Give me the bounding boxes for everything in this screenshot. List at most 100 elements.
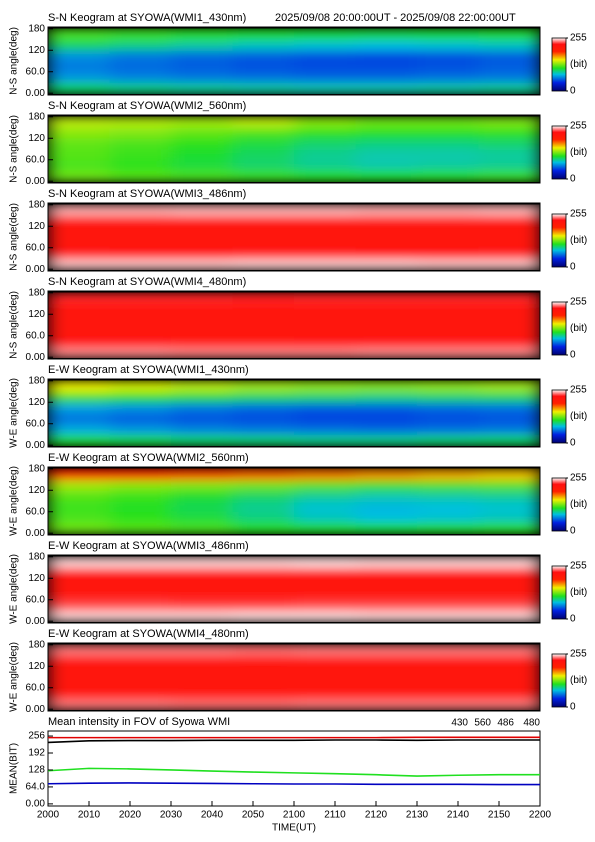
heatmap-cell bbox=[294, 170, 356, 182]
heatmap-cell bbox=[355, 666, 418, 678]
heatmap-cell bbox=[48, 511, 110, 523]
heatmap-cell bbox=[294, 567, 356, 579]
heatmap-cell bbox=[48, 303, 110, 315]
heatmap-cell bbox=[232, 556, 295, 569]
heatmap-cell bbox=[109, 325, 172, 337]
heatmap-cell bbox=[48, 380, 110, 393]
heatmap-cell bbox=[171, 511, 233, 523]
heatmap-cell bbox=[109, 170, 172, 182]
heatmap-cell bbox=[109, 237, 172, 249]
heatmap-cell bbox=[355, 677, 418, 689]
heatmap-cell bbox=[48, 314, 110, 326]
heatmap-cell bbox=[294, 391, 356, 403]
heatmap-cell bbox=[232, 346, 295, 358]
heatmap bbox=[48, 204, 541, 270]
colorbar-tick-label: 0 bbox=[570, 526, 576, 537]
heatmap-cell bbox=[109, 127, 172, 139]
heatmap-cell bbox=[478, 303, 541, 315]
heatmap-cell bbox=[355, 402, 418, 414]
heatmap-cell bbox=[48, 50, 110, 62]
y-tick-label: 0.00 bbox=[26, 799, 46, 810]
heatmap-cell bbox=[417, 578, 479, 590]
heatmap-cell bbox=[171, 71, 233, 83]
colorbar-label: (bit) bbox=[570, 59, 587, 70]
heatmap-cell bbox=[294, 511, 356, 523]
x-tick-label: 2000 bbox=[37, 810, 60, 821]
heatmap-cell bbox=[109, 138, 172, 150]
heatmap-cell bbox=[109, 687, 172, 699]
heatmap-cell bbox=[48, 434, 110, 446]
heatmap-cell bbox=[48, 423, 110, 435]
heatmap-cell bbox=[355, 226, 418, 238]
heatmap-cell bbox=[294, 413, 356, 425]
heatmap-cell bbox=[294, 687, 356, 699]
heatmap-cell bbox=[355, 501, 418, 513]
heatmap-cell bbox=[417, 698, 479, 710]
heatmap-cell bbox=[417, 50, 479, 62]
y-axis-label: W-E angle(deg) bbox=[9, 378, 20, 448]
heatmap-cell bbox=[232, 687, 295, 699]
heatmap-cell bbox=[478, 434, 541, 446]
heatmap-cell bbox=[355, 578, 418, 590]
heatmap-cell bbox=[355, 71, 418, 83]
heatmap-cell bbox=[171, 666, 233, 678]
heatmap-cell bbox=[417, 159, 479, 171]
heatmap-cell bbox=[109, 479, 172, 491]
heatmap-cell bbox=[478, 39, 541, 51]
heatmap-cell bbox=[355, 556, 418, 569]
heatmap-cell bbox=[232, 589, 295, 601]
heatmap-cell bbox=[355, 468, 418, 481]
heatmap-cell bbox=[417, 39, 479, 51]
panel-title: S-N Keogram at SYOWA(WMI1_430nm) bbox=[48, 12, 246, 24]
y-tick-label: 120 bbox=[28, 221, 45, 232]
heatmap-cell bbox=[232, 380, 295, 393]
heatmap-cell bbox=[478, 215, 541, 227]
heatmap-cell bbox=[478, 501, 541, 513]
heatmap-cell bbox=[48, 666, 110, 678]
colorbar-tick-label: 0 bbox=[570, 86, 576, 97]
heatmap-cell bbox=[294, 325, 356, 337]
colorbar-tick-label: 0 bbox=[570, 262, 576, 273]
heatmap-cell bbox=[355, 567, 418, 579]
heatmap-cell bbox=[355, 159, 418, 171]
colorbar-label: (bit) bbox=[570, 499, 587, 510]
heatmap-cell bbox=[294, 303, 356, 315]
heatmap-cell bbox=[48, 292, 110, 305]
heatmap-cell bbox=[171, 335, 233, 347]
heatmap-cell bbox=[48, 610, 110, 622]
heatmap-cell bbox=[109, 303, 172, 315]
y-tick-label: 60.0 bbox=[26, 66, 46, 77]
heatmap-cell bbox=[232, 522, 295, 534]
heatmap-cell bbox=[232, 303, 295, 315]
heatmap-cell bbox=[171, 149, 233, 161]
heatmap-cell bbox=[294, 423, 356, 435]
heatmap-cell bbox=[232, 159, 295, 171]
heatmap-cell bbox=[294, 578, 356, 590]
heatmap-cell bbox=[232, 599, 295, 611]
heatmap-cell bbox=[417, 402, 479, 414]
heatmap-cell bbox=[171, 687, 233, 699]
x-tick-label: 2010 bbox=[78, 810, 101, 821]
heatmap-cell bbox=[232, 677, 295, 689]
heatmap-cell bbox=[171, 380, 233, 393]
heatmap-cell bbox=[171, 215, 233, 227]
heatmap-cell bbox=[417, 204, 479, 217]
heatmap-cell bbox=[48, 138, 110, 150]
panel-title: Mean intensity in FOV of Syowa WMI bbox=[48, 716, 230, 728]
heatmap-cell bbox=[355, 380, 418, 393]
heatmap-cell bbox=[355, 479, 418, 491]
x-tick-label: 2100 bbox=[283, 810, 306, 821]
heatmap bbox=[48, 28, 541, 94]
heatmap-cell bbox=[417, 346, 479, 358]
panel-frame bbox=[47, 26, 541, 96]
heatmap-cell bbox=[48, 556, 110, 569]
heatmap-cell bbox=[355, 413, 418, 425]
heatmap-cell bbox=[478, 423, 541, 435]
heatmap-cell bbox=[232, 292, 295, 305]
heatmap-cell bbox=[232, 501, 295, 513]
y-tick-label: 120 bbox=[28, 573, 45, 584]
x-axis-label: TIME(UT) bbox=[272, 823, 316, 834]
heatmap-cell bbox=[355, 589, 418, 601]
heatmap-cell bbox=[294, 501, 356, 513]
heatmap-cell bbox=[417, 71, 479, 83]
